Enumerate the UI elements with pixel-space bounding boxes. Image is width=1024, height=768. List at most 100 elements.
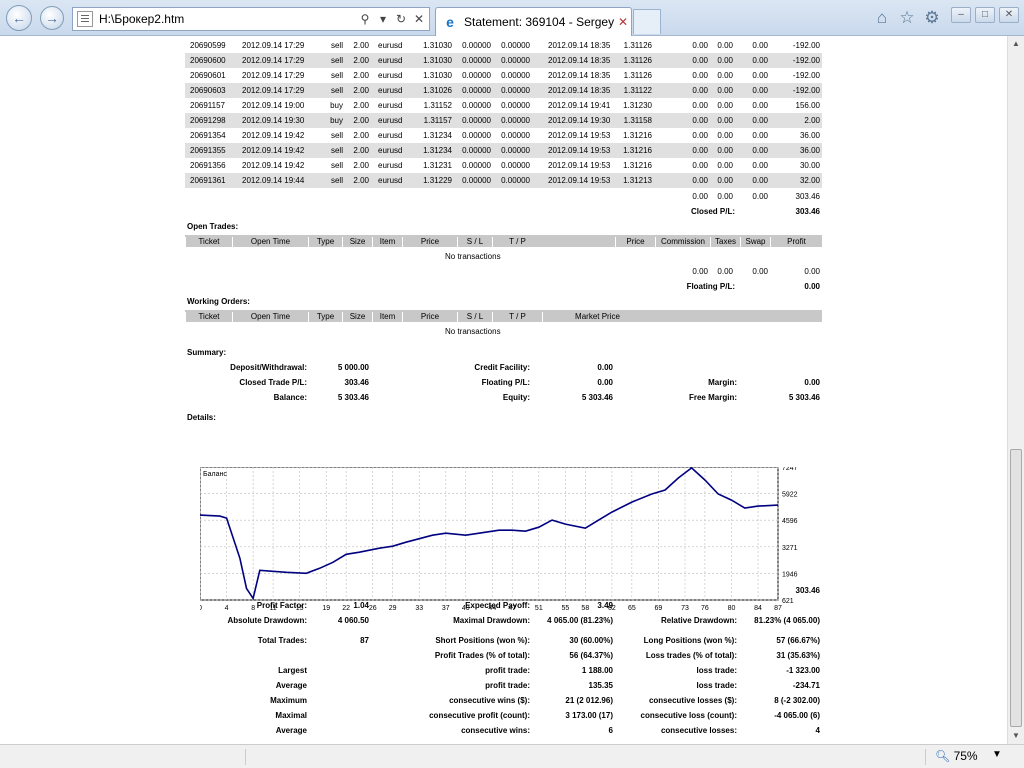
table-cell: 0.00000 (462, 116, 491, 125)
open-taxes: 0.00 (717, 267, 733, 276)
column-header: T / P (492, 237, 542, 247)
summary-closed-label: Closed Trade P/L: (239, 378, 307, 387)
new-tab-button[interactable] (633, 9, 661, 34)
y-tick-label: 1946 (782, 571, 798, 578)
table-cell: 2.00 (353, 71, 369, 80)
close-window-button[interactable]: ✕ (999, 7, 1019, 23)
table-cell: 0.00000 (501, 71, 530, 80)
table-cell: eurusd (378, 101, 403, 110)
minimize-button[interactable]: – (951, 7, 971, 23)
table-cell: 1.31213 (623, 176, 652, 185)
table-cell: 20691157 (190, 101, 225, 110)
largest-loss-label: loss trade: (696, 666, 737, 675)
zoom-level[interactable]: 🔍︎ 75% (935, 749, 978, 763)
table-cell: 2012.09.14 19:44 (242, 176, 305, 185)
table-cell: 1.31230 (623, 101, 652, 110)
home-icon[interactable]: ⌂ (876, 8, 888, 27)
address-input[interactable]: H:\Брокер2.htm (99, 12, 185, 26)
max-consec-loss-label: consecutive loss (count): (640, 711, 737, 720)
average-profit-label: profit trade: (485, 681, 530, 690)
table-cell: 0.00 (752, 56, 768, 65)
x-tick-label: 47 (508, 605, 516, 612)
x-tick-label: 8 (251, 605, 255, 612)
table-cell: 1.31234 (423, 131, 452, 140)
y-tick-label: 3271 (782, 545, 798, 552)
column-header: Commission (655, 237, 710, 247)
plot-area (200, 467, 779, 601)
table-cell: 0.00 (717, 131, 733, 140)
largest-profit-label: profit trade: (485, 666, 530, 675)
table-cell: 2012.09.14 18:35 (548, 41, 611, 50)
zoom-dropdown-icon[interactable]: ▼ (992, 749, 1002, 760)
table-cell: 0.00 (717, 146, 733, 155)
abs-drawdown-value: 4 060.50 (337, 616, 369, 625)
summary-title: Summary: (187, 348, 227, 357)
table-cell: 0.00 (717, 176, 733, 185)
browser-tab[interactable]: e Statement: 369104 - Sergey ✕ (435, 7, 632, 36)
table-cell: eurusd (378, 56, 403, 65)
profit-trades-label: Profit Trades (% of total): (434, 651, 530, 660)
summary-free-value: 5 303.46 (788, 393, 820, 402)
table-cell: 0.00000 (462, 131, 491, 140)
scroll-up-icon[interactable]: ▲ (1012, 39, 1020, 48)
refresh-icon[interactable]: ↻ (395, 12, 407, 26)
largest-loss-value: -1 323.00 (786, 666, 820, 675)
details-title: Details: (187, 413, 216, 422)
table-cell: 0.00000 (501, 56, 530, 65)
table-cell: 20690599 (190, 41, 226, 50)
dropdown-icon[interactable]: ▾ (379, 12, 387, 26)
column-header: Ticket (185, 237, 232, 247)
x-tick-label: 22 (342, 605, 350, 612)
loss-trades-label: Loss trades (% of total): (645, 651, 737, 660)
address-bar[interactable]: H:\Брокер2.htm ⚲ ▾ ↻ ✕ (72, 7, 430, 31)
x-tick-label: 55 (562, 605, 570, 612)
column-header: Swap (740, 237, 770, 247)
table-cell: sell (330, 161, 343, 170)
table-cell: 0.00 (692, 116, 708, 125)
x-tick-label: 19 (322, 605, 330, 612)
short-positions-value: 30 (60.00%) (569, 636, 613, 645)
table-cell: eurusd (378, 71, 403, 80)
open-profit: 0.00 (804, 267, 820, 276)
balance-chart: 0 4 8 11 15 19 22 26 29 33 37 40 44 47 51 55 58 62 65 69 73 7… (200, 467, 798, 612)
table-cell: 2012.09.14 19:41 (548, 101, 611, 110)
x-tick-label: 69 (655, 605, 663, 612)
average2-label: Average (275, 726, 307, 735)
close-tab-icon[interactable]: ✕ (617, 15, 629, 29)
table-cell: 0.00 (752, 86, 768, 95)
table-cell: 0.00 (692, 176, 708, 185)
table-cell: eurusd (378, 131, 403, 140)
summary-equity-value: 5 303.46 (581, 393, 613, 402)
maximize-button[interactable]: □ (975, 7, 995, 23)
search-icon[interactable]: ⚲ (360, 12, 370, 26)
table-cell: 2012.09.14 17:29 (242, 56, 305, 65)
table-cell: 0.00 (717, 86, 733, 95)
table-cell: 0.00000 (501, 41, 530, 50)
x-tick-label: 58 (581, 605, 589, 612)
table-row: 20691355 2012.09.14 19:42 sell 2.00 eurusd 1.… (185, 143, 822, 158)
column-header: Size (342, 312, 372, 322)
scroll-down-icon[interactable]: ▼ (1012, 731, 1020, 740)
table-cell: 156.00 (795, 101, 820, 110)
summary-floating-value: 0.00 (597, 378, 613, 387)
forward-button[interactable]: → (40, 6, 64, 30)
vertical-scrollbar[interactable]: ▲ ▼ (1007, 36, 1024, 744)
profit-factor-label: Profit Factor: (256, 601, 307, 610)
scrollbar-thumb[interactable] (1010, 449, 1022, 727)
table-row: 20691361 2012.09.14 19:44 sell 2.00 eurusd 1.… (185, 173, 822, 188)
column-header: Open Time (232, 312, 308, 322)
favorites-star-icon[interactable]: ☆ (899, 8, 915, 27)
column-header: Item (372, 312, 402, 322)
y-tick-label: 4596 (782, 518, 798, 525)
x-tick-label: 73 (681, 605, 689, 612)
stop-icon[interactable]: ✕ (413, 12, 425, 26)
tab-title: Statement: 369104 - Sergey (464, 15, 615, 29)
table-cell: 0.00000 (462, 56, 491, 65)
gear-icon[interactable]: ⚙ (924, 8, 940, 27)
column-header: T / P (492, 312, 542, 322)
max-consec-wins-value: 21 (2 012.96) (565, 696, 613, 705)
avg-consec-losses-label: consecutive losses: (660, 726, 737, 735)
back-button[interactable]: ← (6, 5, 32, 31)
summary-closed-value: 303.46 (344, 378, 369, 387)
